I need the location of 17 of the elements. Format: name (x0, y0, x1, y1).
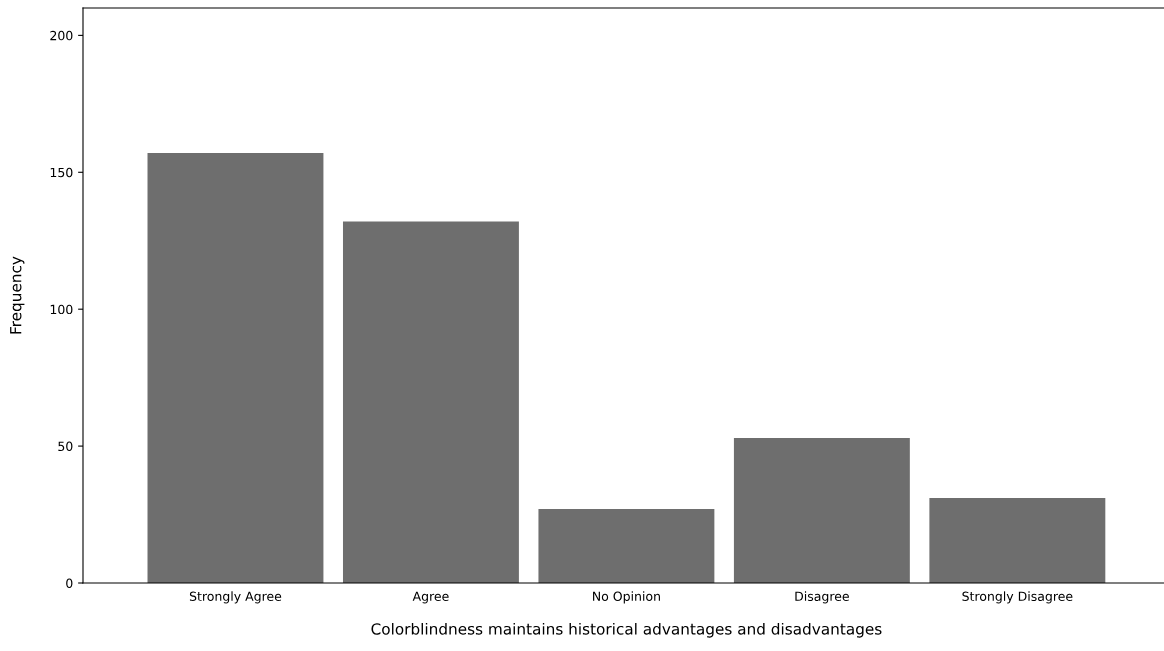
y-tick-label: 50 (58, 441, 73, 452)
bar (733, 437, 910, 583)
bar (929, 498, 1106, 583)
x-tick-label: No Opinion (593, 591, 660, 604)
y-tick-label: 100 (50, 304, 73, 315)
y-tick-label: 150 (50, 167, 73, 178)
bar (342, 221, 519, 583)
x-tick-label: Disagree (795, 591, 849, 604)
y-axis-title: Frequency (10, 256, 25, 334)
bar (538, 509, 715, 583)
x-tick-label: Agree (412, 591, 449, 604)
y-tick-label: 200 (50, 30, 73, 41)
bar (147, 153, 324, 583)
y-tick-label: 0 (66, 578, 73, 588)
x-axis-title: Colorblindness maintains historical advantages and disadvantages (371, 622, 882, 638)
x-tick-label: Strongly Disagree (962, 591, 1073, 604)
x-tick-label: Strongly Agree (189, 591, 282, 604)
